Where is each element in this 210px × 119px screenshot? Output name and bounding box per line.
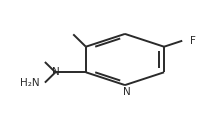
Text: H₂N: H₂N bbox=[20, 78, 40, 88]
Text: N: N bbox=[51, 67, 59, 77]
Text: F: F bbox=[190, 36, 196, 46]
Text: N: N bbox=[123, 87, 130, 97]
